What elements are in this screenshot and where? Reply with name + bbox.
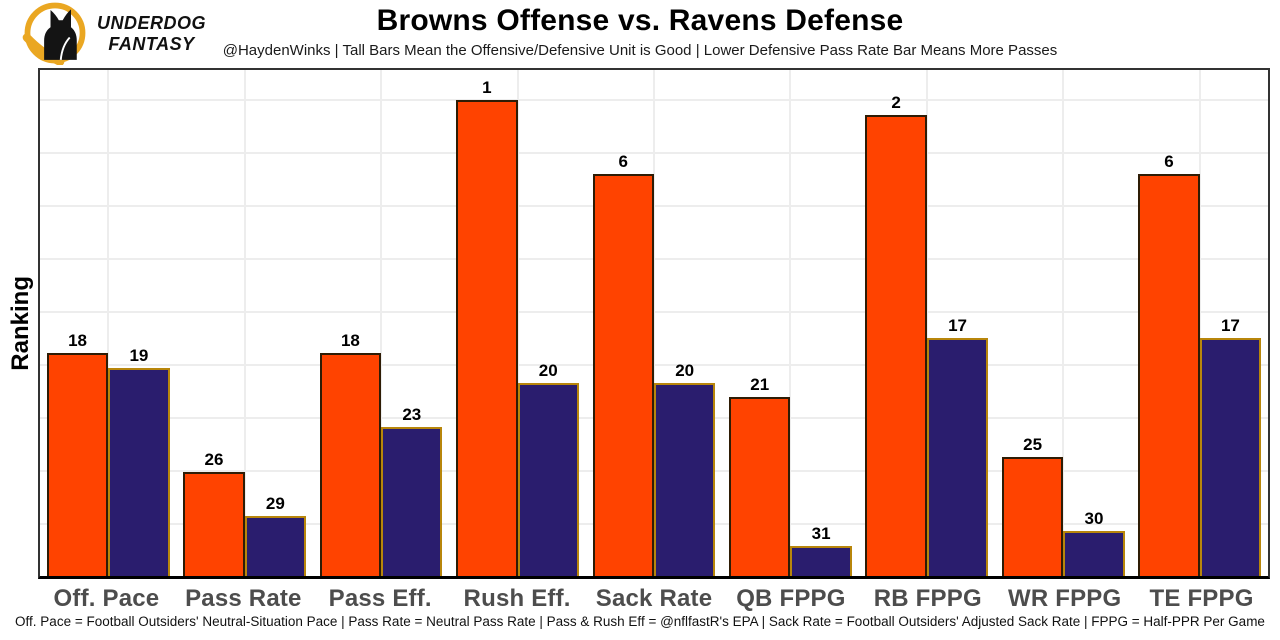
vertical-gridline bbox=[789, 70, 792, 576]
footnote: Off. Pace = Football Outsiders' Neutral-… bbox=[15, 614, 1265, 629]
bar-group-off-pace: 18 19 bbox=[40, 70, 176, 576]
bar-rank-label: 20 bbox=[538, 360, 558, 380]
category-label: Sack Rate bbox=[595, 585, 713, 612]
bar-group-sack-rate: 6 20 bbox=[586, 70, 722, 576]
bar-rank-label: 1 bbox=[482, 77, 492, 97]
bar-rank-label: 30 bbox=[1084, 509, 1104, 529]
offense-bar: 25 bbox=[1001, 435, 1064, 576]
bar-rank-label: 19 bbox=[129, 345, 149, 365]
defense-bar: 23 bbox=[381, 405, 443, 576]
bar-rank-label: 23 bbox=[402, 405, 422, 425]
category-label: RB FPPG bbox=[873, 585, 982, 612]
vertical-gridline bbox=[652, 70, 655, 576]
vertical-gridline bbox=[925, 70, 928, 576]
offense-bar: 21 bbox=[729, 375, 791, 576]
brand-wordmark: UNDERDOG FANTASY bbox=[97, 13, 206, 54]
bar-rank-label: 6 bbox=[1164, 152, 1174, 172]
offense-bar: 1 bbox=[456, 78, 518, 576]
bar-group-pass-eff: 18 23 bbox=[313, 70, 449, 576]
bar-group-pass-rate: 26 29 bbox=[176, 70, 312, 576]
offense-bar: 2 bbox=[865, 93, 927, 576]
chart-title: Browns Offense vs. Ravens Defense bbox=[376, 4, 904, 37]
bar-rank-label: 17 bbox=[1220, 315, 1240, 335]
bar-rank-label: 29 bbox=[265, 494, 285, 514]
category-label: Rush Eff. bbox=[463, 585, 571, 612]
bar-group-te-fppg: 6 17 bbox=[1132, 70, 1268, 576]
category-label: WR FPPG bbox=[1007, 585, 1122, 612]
offense-bar: 26 bbox=[183, 450, 245, 576]
offense-bar: 6 bbox=[592, 152, 654, 576]
brand-line2: FANTASY bbox=[108, 33, 195, 54]
vertical-gridline bbox=[516, 70, 519, 576]
underdog-dog-icon bbox=[22, 2, 86, 65]
bar-rank-label: 26 bbox=[204, 449, 224, 469]
plot-area: 18 19 26 29 18 23 1 20 6 20 21 31 2 17 25 30 6 17 bbox=[38, 68, 1270, 579]
bar-groups: 18 19 26 29 18 23 1 20 6 20 21 31 2 17 25 30 6 17 bbox=[40, 70, 1268, 576]
brand-line1: UNDERDOG bbox=[97, 13, 207, 33]
category-label: QB FPPG bbox=[736, 585, 846, 612]
category-label: Pass Rate bbox=[185, 585, 302, 612]
bar-rank-label: 21 bbox=[750, 375, 770, 395]
vertical-gridline bbox=[380, 70, 383, 576]
vertical-gridline bbox=[107, 70, 110, 576]
bar-rank-label: 18 bbox=[68, 330, 87, 350]
offense-bar: 18 bbox=[319, 331, 382, 576]
underdog-fantasy-logo: UNDERDOG FANTASY bbox=[22, 1, 206, 65]
y-axis-label: Ranking bbox=[7, 276, 34, 371]
chart-header: Browns Offense vs. Ravens Defense @Hayde… bbox=[0, 4, 1280, 59]
bar-rank-label: 17 bbox=[948, 315, 967, 335]
category-label: Off. Pace bbox=[53, 585, 160, 612]
bar-group-rush-eff: 1 20 bbox=[449, 70, 585, 576]
bar-group-rb-fppg: 2 17 bbox=[859, 70, 995, 576]
bar-rank-label: 31 bbox=[811, 524, 831, 544]
offense-bar: 6 bbox=[1138, 152, 1200, 576]
defense-bar: 17 bbox=[1199, 316, 1262, 576]
bar-group-wr-fppg: 25 30 bbox=[995, 70, 1131, 576]
offense-bar: 18 bbox=[46, 331, 109, 576]
category-label: Pass Eff. bbox=[328, 585, 432, 612]
defense-bar: 30 bbox=[1063, 509, 1125, 576]
category-label: TE FPPG bbox=[1149, 585, 1254, 612]
bar-rank-label: 2 bbox=[891, 92, 901, 112]
defense-bar: 20 bbox=[653, 361, 716, 576]
defense-bar: 17 bbox=[926, 316, 989, 576]
vertical-gridline bbox=[243, 70, 246, 576]
bar-rank-label: 25 bbox=[1023, 434, 1043, 454]
vertical-gridline bbox=[1062, 70, 1065, 576]
chart-subtitle: @HaydenWinks | Tall Bars Mean the Offens… bbox=[222, 42, 1058, 59]
bar-group-qb-fppg: 21 31 bbox=[722, 70, 858, 576]
bar-rank-label: 20 bbox=[675, 360, 695, 380]
defense-bar: 31 bbox=[790, 524, 852, 576]
bar-rank-label: 6 bbox=[618, 152, 628, 172]
x-axis-labels: Off. Pace Pass Rate Pass Eff. Rush Eff. Sack… bbox=[38, 585, 1270, 613]
bar-rank-label: 18 bbox=[340, 330, 360, 350]
defense-bar: 20 bbox=[517, 361, 579, 576]
defense-bar: 19 bbox=[108, 346, 170, 576]
defense-bar: 29 bbox=[244, 494, 307, 576]
vertical-gridline bbox=[1198, 70, 1201, 576]
